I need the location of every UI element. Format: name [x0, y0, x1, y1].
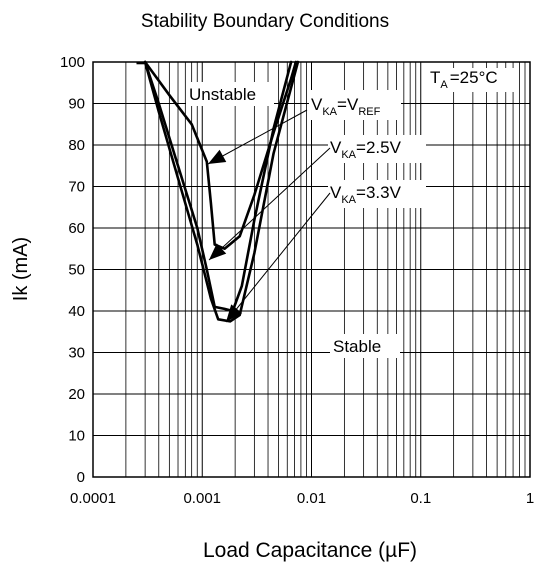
temperature-label: TA =25°C: [430, 68, 498, 91]
vka-vref-label: VKA=VREF: [311, 95, 381, 118]
label-background: [309, 90, 401, 120]
annotation-arrows: [207, 109, 331, 323]
label-background: [328, 135, 426, 163]
label-background: [186, 82, 274, 106]
y-axis-label: Ik (mA): [10, 237, 32, 301]
x-tick-label: 0.001: [183, 490, 221, 507]
chart-title: Stability Boundary Conditions: [141, 11, 389, 32]
y-tick-label: 0: [77, 469, 85, 486]
y-tick-label: 20: [68, 386, 85, 403]
y-tick-label: 90: [68, 96, 85, 113]
y-tick-label: 40: [68, 303, 85, 320]
stable-label: Stable: [333, 337, 381, 356]
plot-frame: [92, 61, 531, 478]
arrow-vka-2-5v-head: [209, 243, 227, 260]
y-tick-label: 100: [60, 54, 85, 71]
y-tick-label: 60: [68, 220, 85, 237]
x-tick-labels: 0.0001 0.001 0.01 0.1 1: [70, 490, 534, 507]
vka-3-3v-label: VKA=3.3V: [330, 183, 402, 206]
x-tick-label: 0.1: [410, 490, 431, 507]
vka-2-5v-label: VKA=2.5V: [330, 138, 402, 161]
y-tick-label: 70: [68, 179, 85, 196]
arrow-vka-3-3v-head: [226, 304, 243, 322]
y-tick-label: 80: [68, 137, 85, 154]
series-vka-2-5v: [143, 60, 293, 313]
series-vka-3-3v: [143, 60, 300, 323]
arrow-vka-vref-head: [208, 149, 227, 164]
x-tick-label: 0.01: [297, 490, 326, 507]
x-tick-label: 0.0001: [70, 490, 116, 507]
y-tick-label: 50: [68, 262, 85, 279]
x-axis-label: Load Capacitance (µF): [203, 539, 417, 562]
label-backgrounds: [186, 68, 518, 358]
unstable-label: Unstable: [189, 85, 256, 104]
arrow-vka-vref-line: [207, 109, 308, 165]
arrow-vka-3-3v-line: [225, 192, 331, 323]
x-tick-label: 1: [526, 490, 534, 507]
y-tick-label: 10: [68, 428, 85, 445]
arrow-vka-2-5v-line: [208, 147, 331, 261]
y-tick-labels: 0 10 20 30 40 50 60 70 80 90 100: [60, 54, 85, 486]
label-background: [428, 68, 518, 92]
label-background: [328, 180, 426, 208]
label-background: [330, 334, 400, 358]
y-tick-label: 30: [68, 345, 85, 362]
